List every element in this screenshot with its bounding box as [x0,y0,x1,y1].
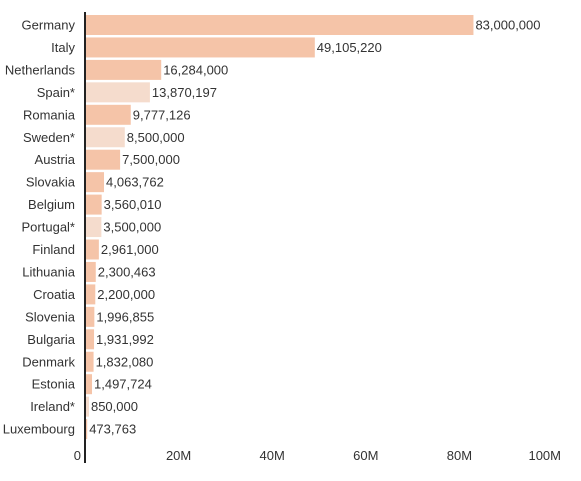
category-label: Portugal* [22,220,75,235]
bar-portugal [85,217,102,238]
value-label: 4,063,762 [106,175,164,190]
category-label: Germany [22,18,76,33]
category-label: Luxembourg [3,422,75,437]
bar-romania [85,104,131,125]
value-label: 2,200,000 [97,287,155,302]
category-label: Slovakia [26,175,76,190]
x-tick-label: 80M [447,448,472,463]
value-label: 16,284,000 [163,62,228,77]
category-label: Spain* [37,85,75,100]
bar-italy [85,37,315,58]
bar-belgium [85,194,102,215]
category-label: Ireland* [30,399,75,414]
value-label: 1,832,080 [96,354,154,369]
x-tick-label: 20M [166,448,191,463]
category-label: Italy [51,40,75,55]
bar-bulgaria [85,329,95,350]
value-label: 8,500,000 [127,130,185,145]
category-label: Belgium [28,197,75,212]
bar-germany [85,15,474,35]
bars-layer [85,15,474,440]
value-label: 7,500,000 [122,152,180,167]
category-label: Austria [35,152,76,167]
bar-finland [85,239,99,260]
value-label: 2,300,463 [98,264,156,279]
bar-lithuania [85,261,96,282]
x-tick-label: 40M [260,448,285,463]
category-label: Estonia [32,377,76,392]
bar-ireland [85,396,89,417]
value-label: 3,500,000 [103,220,161,235]
value-label: 49,105,220 [317,40,382,55]
category-label: Romania [23,107,76,122]
value-label: 83,000,000 [475,18,540,33]
category-label: Denmark [22,354,75,369]
category-label: Slovenia [25,309,76,324]
category-label: Croatia [33,287,76,302]
value-label: 9,777,126 [133,107,191,122]
category-label: Sweden* [23,130,75,145]
value-label: 1,497,724 [94,377,152,392]
bar-netherlands [85,59,162,80]
bar-slovakia [85,172,105,193]
bar-austria [85,149,121,170]
value-label: 3,560,010 [104,197,162,212]
value-label: 1,996,855 [96,309,154,324]
x-tick-label: 100M [528,448,561,463]
bar-estonia [85,374,93,395]
labels-layer: Germany 83,000,000 Italy 49,105,220 Netherla… [3,18,541,437]
value-label: 850,000 [91,399,138,414]
value-label: 13,870,197 [152,85,217,100]
category-label: Bulgaria [27,332,75,347]
value-label: 2,961,000 [101,242,159,257]
bar-croatia [85,284,96,305]
value-label: 473,763 [89,422,136,437]
bar-slovenia [85,306,95,327]
bar-denmark [85,351,94,372]
bar-sweden [85,127,125,148]
x-tick-label: 60M [353,448,378,463]
category-label: Netherlands [5,62,76,77]
category-label: Lithuania [22,264,76,279]
bar-spain [85,82,150,103]
axis-layer: 0 20M 40M 60M 80M 100M [74,12,561,463]
category-label: Finland [32,242,75,257]
value-label: 1,931,992 [96,332,154,347]
x-tick-label: 0 [74,448,81,463]
bar-luxembourg [85,419,88,440]
